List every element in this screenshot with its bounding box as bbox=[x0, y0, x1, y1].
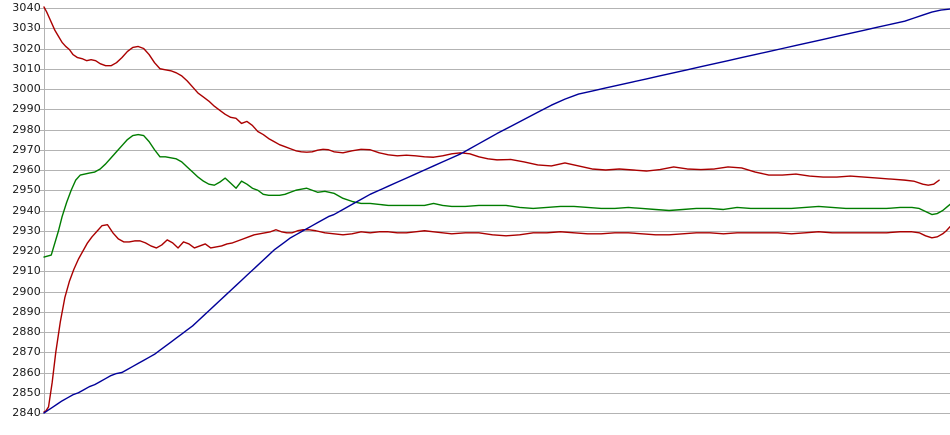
y-axis-label-2900: 2900 bbox=[12, 284, 41, 298]
y-axis-label-2920: 2920 bbox=[12, 244, 41, 257]
y-axis-label-2840: 2840 bbox=[12, 406, 41, 419]
y-axis-label-2970: 2970 bbox=[12, 142, 41, 156]
y-axis-label-3040: 3040 bbox=[12, 1, 41, 14]
y-axis-label-2870: 2870 bbox=[12, 345, 41, 359]
y-axis-label-2930: 2930 bbox=[12, 223, 41, 237]
y-axis-label-2990: 2990 bbox=[12, 102, 41, 116]
y-axis-line bbox=[40, 8, 45, 414]
series-group bbox=[43, 6, 950, 414]
series-line-series-red-upper bbox=[43, 6, 940, 186]
y-axis-label-2980: 2980 bbox=[12, 122, 41, 136]
y-axis-label-3030: 3030 bbox=[12, 21, 41, 35]
y-axis-label-3000: 3000 bbox=[12, 82, 41, 95]
y-axis-label-2910: 2910 bbox=[12, 264, 41, 278]
series-line-series-green bbox=[43, 133, 950, 258]
y-axis-tick-labels: 3040 3030 3020 3010 3000 2990 2980 2970 2960 2950… bbox=[0, 0, 41, 435]
y-axis-label-3020: 3020 bbox=[12, 41, 41, 55]
y-axis-label-2890: 2890 bbox=[12, 304, 41, 318]
y-axis-label-2960: 2960 bbox=[12, 163, 41, 176]
series-line-series-blue bbox=[43, 8, 950, 414]
y-axis-label-2940: 2940 bbox=[12, 203, 41, 217]
y-axis-label-3010: 3010 bbox=[12, 61, 41, 75]
gridlines-group bbox=[44, 8, 950, 414]
y-axis-label-2850: 2850 bbox=[12, 385, 41, 399]
y-axis-label-2950: 2950 bbox=[12, 183, 41, 197]
y-axis-label-2860: 2860 bbox=[12, 365, 41, 379]
y-axis-label-2880: 2880 bbox=[12, 325, 41, 338]
series-line-series-red-lower bbox=[43, 223, 950, 413]
